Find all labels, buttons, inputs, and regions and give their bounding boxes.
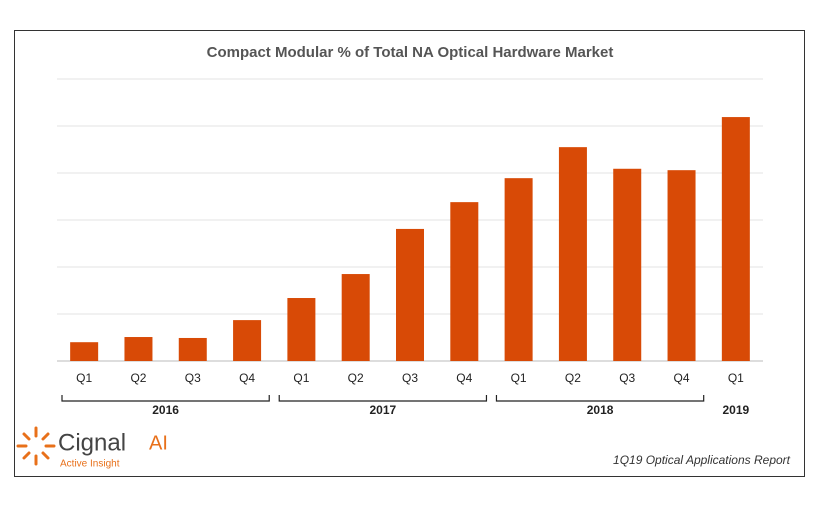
group-bracket: [61, 395, 270, 402]
x-tick-label: Q3: [402, 371, 418, 385]
bar: [450, 202, 479, 361]
bar: [558, 147, 587, 361]
bar: [721, 117, 750, 361]
logo-icon: [16, 426, 56, 466]
bar: [396, 228, 424, 361]
bar: [70, 342, 99, 361]
group-label: 2019: [722, 403, 749, 417]
group-label: 2018: [587, 403, 614, 417]
group-label: 2017: [369, 403, 396, 417]
x-tick-label: Q2: [130, 371, 146, 385]
logo: Cignal AI Active Insight: [16, 426, 168, 470]
x-tick-label: Q1: [511, 371, 527, 385]
bar: [178, 337, 207, 361]
x-tick-label: Q1: [76, 371, 92, 385]
x-tick-label: Q2: [565, 371, 581, 385]
chart-title: Compact Modular % of Total NA Optical Ha…: [207, 44, 614, 61]
bar: [287, 298, 316, 361]
x-tick-label: Q4: [456, 371, 472, 385]
group-bracket: [495, 395, 705, 402]
x-tick-label: Q2: [348, 371, 364, 385]
x-tick-label: Q1: [293, 371, 309, 385]
bar: [124, 337, 153, 361]
x-tick-label: Q4: [674, 371, 690, 385]
x-tick-label: Q3: [619, 371, 635, 385]
bar: [667, 170, 696, 361]
logo-suffix: AI: [149, 432, 168, 454]
x-tick-label: Q4: [239, 371, 255, 385]
x-tick-label: Q3: [185, 371, 201, 385]
x-tick-label: Q1: [728, 371, 744, 385]
logo-name: Cignal: [58, 429, 126, 456]
logo-tagline: Active Insight: [60, 459, 120, 470]
bar: [341, 274, 370, 361]
group-label: 2016: [152, 403, 179, 417]
footer: 1Q19 Optical Applications Report: [613, 453, 791, 467]
bar: [613, 168, 642, 361]
bar: [504, 178, 533, 361]
bar: [233, 320, 262, 361]
group-bracket: [278, 395, 488, 402]
